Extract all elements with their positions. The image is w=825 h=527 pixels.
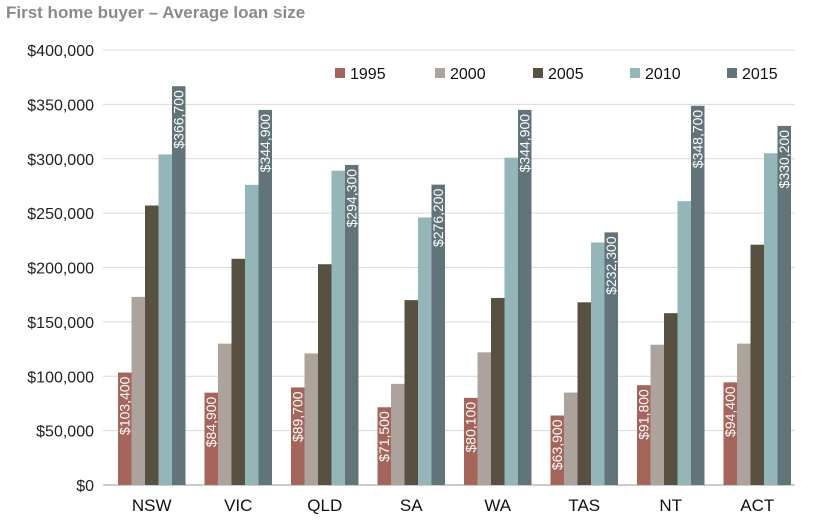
bar-2000-qld [304,353,318,485]
bar-2015-nsw [172,86,186,486]
bar-2015-sa [431,184,445,485]
bar-2015-nt [691,105,705,485]
bar-2015-wa [518,109,532,485]
x-tick-label: WA [484,496,511,515]
bar-2015-tas [604,232,618,485]
y-tick-label: $100,000 [27,369,94,386]
bar-1995-qld [291,387,305,485]
legend-label: 1995 [350,66,386,83]
data-label: $348,700 [690,110,706,169]
data-label: $80,100 [463,402,479,453]
bar-1995-nsw [118,372,132,485]
bar-2005-nsw [145,205,159,485]
data-label: $71,500 [376,411,392,462]
bar-1995-tas [550,415,564,485]
bar-2010-tas [591,242,605,485]
y-tick-label: $200,000 [27,261,94,278]
bar-2005-nt [664,313,678,485]
chart-title: First home buyer – Average loan size [6,3,306,22]
bar-2000-vic [218,343,232,485]
y-tick-label: $250,000 [27,206,94,223]
data-label: $330,200 [776,130,792,189]
legend-swatch [727,68,737,78]
bar-2010-act [764,153,778,485]
data-label: $94,400 [722,386,738,437]
bar-1995-nt [637,385,651,485]
data-label: $63,900 [549,419,565,470]
legend-swatch [335,68,345,78]
bar-2000-nt [650,344,664,485]
data-label: $366,700 [171,90,187,149]
legend-swatch [435,68,445,78]
bars: $103,400 $366,700 $84,900 $344,900 $89,700 $2… [117,86,792,486]
bar-2000-nsw [131,296,145,485]
y-axis: $0 $50,000 $100,000 $150,000 $200,000 $250,00… [27,43,94,495]
bar-2010-sa [418,217,432,485]
data-label: $344,900 [257,114,273,173]
bar-2005-vic [231,258,245,485]
bar-1995-wa [464,397,478,485]
data-label: $84,900 [203,396,219,447]
y-tick-label: $50,000 [36,424,94,441]
legend-label: 2015 [742,66,778,83]
data-label: $344,900 [517,114,533,173]
y-tick-label: $350,000 [27,97,94,114]
bar-2005-tas [577,302,591,485]
bar-2005-wa [491,297,505,485]
x-axis: NSW VIC QLD SA WA TAS NT ACT [132,496,774,515]
data-label: $103,400 [117,376,133,435]
legend-label: 2010 [645,66,681,83]
bar-2015-act [777,125,791,485]
x-tick-label: NSW [132,496,172,515]
legend: 1995 2000 2005 2010 2015 [335,66,778,83]
x-tick-label: QLD [307,496,342,515]
bar-2000-sa [391,383,405,485]
y-tick-label: $300,000 [27,152,94,169]
bar-1995-act [723,382,737,485]
x-tick-label: NT [659,496,682,515]
bar-2005-act [750,244,764,485]
x-tick-label: VIC [224,496,252,515]
data-label: $91,800 [636,389,652,440]
y-tick-label: $150,000 [27,315,94,332]
x-tick-label: TAS [568,496,600,515]
data-label: $89,700 [290,391,306,442]
bar-1995-vic [204,392,218,485]
legend-label: 2000 [450,66,486,83]
bar-2000-wa [477,352,491,485]
legend-label: 2005 [548,66,584,83]
bar-2010-qld [331,170,345,485]
data-label: $232,300 [603,236,619,295]
bar-2005-qld [318,264,332,485]
data-label: $276,200 [430,188,446,247]
bar-2010-nt [677,201,691,485]
bar-2005-sa [404,300,418,485]
bar-1995-sa [377,407,391,485]
x-tick-label: ACT [740,496,774,515]
bar-2000-act [737,343,751,485]
y-tick-label: $0 [76,478,94,495]
y-tick-label: $400,000 [27,43,94,60]
bar-2015-vic [258,109,272,485]
x-tick-label: SA [400,496,423,515]
bar-2010-wa [504,157,518,485]
legend-swatch [630,68,640,78]
bar-2010-vic [245,184,259,485]
bar-2000-tas [564,392,578,485]
data-label: $294,300 [344,169,360,228]
bar-2015-qld [345,164,359,486]
legend-swatch [533,68,543,78]
bar-2010-nsw [158,154,172,485]
